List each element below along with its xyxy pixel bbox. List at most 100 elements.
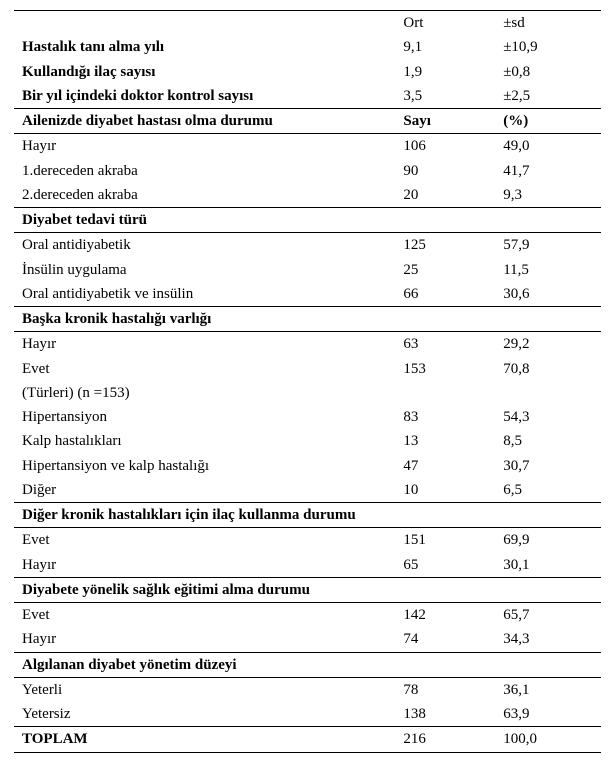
row-a: 66 xyxy=(401,282,501,307)
stat-row: Kullandığı ilaç sayısı 1,9 ±0,8 xyxy=(14,60,601,84)
table-row: (Türleri) (n =153) xyxy=(14,381,601,405)
row-label: Yeterli xyxy=(14,677,401,702)
row-b: 30,1 xyxy=(501,553,601,578)
row-b: 54,3 xyxy=(501,405,601,429)
table-row: Kalp hastalıkları 13 8,5 xyxy=(14,429,601,453)
stat-label: Hastalık tanı alma yılı xyxy=(14,35,401,59)
row-b: 36,1 xyxy=(501,677,601,702)
header-col2: Ort xyxy=(401,11,501,36)
row-a: 20 xyxy=(401,183,501,208)
section-title: Başka kronik hastalığı varlığı xyxy=(14,307,601,332)
stat-b: ±2,5 xyxy=(501,84,601,109)
row-b: 49,0 xyxy=(501,134,601,159)
row-b xyxy=(501,381,601,405)
stat-a: 9,1 xyxy=(401,35,501,59)
stat-a: 3,5 xyxy=(401,84,501,109)
row-a: 63 xyxy=(401,332,501,357)
row-label: Evet xyxy=(14,357,401,381)
row-label: Kalp hastalıkları xyxy=(14,429,401,453)
row-label: Evet xyxy=(14,603,401,628)
table-row: İnsülin uygulama 25 11,5 xyxy=(14,258,601,282)
row-b: 63,9 xyxy=(501,702,601,727)
table-row: Evet 142 65,7 xyxy=(14,603,601,628)
row-a xyxy=(401,381,501,405)
table-row: Oral antidiyabetik 125 57,9 xyxy=(14,233,601,258)
row-a: 142 xyxy=(401,603,501,628)
stat-a: 1,9 xyxy=(401,60,501,84)
row-b: 30,6 xyxy=(501,282,601,307)
section-title: Ailenizde diyabet hastası olma durumu xyxy=(14,109,401,134)
row-a: 106 xyxy=(401,134,501,159)
row-label: Hayır xyxy=(14,332,401,357)
row-a: 125 xyxy=(401,233,501,258)
table-row: Hipertansiyon 83 54,3 xyxy=(14,405,601,429)
table-row: Hipertansiyon ve kalp hastalığı 47 30,7 xyxy=(14,454,601,478)
row-a: 65 xyxy=(401,553,501,578)
section-header-chronic: Başka kronik hastalığı varlığı xyxy=(14,307,601,332)
table-row: Evet 151 69,9 xyxy=(14,528,601,553)
row-label: (Türleri) (n =153) xyxy=(14,381,401,405)
table-row: Yetersiz 138 63,9 xyxy=(14,702,601,727)
row-a: 78 xyxy=(401,677,501,702)
table-row: 1.dereceden akraba 90 41,7 xyxy=(14,159,601,183)
row-b: 30,7 xyxy=(501,454,601,478)
row-a: 10 xyxy=(401,478,501,503)
table-row: Hayır 63 29,2 xyxy=(14,332,601,357)
row-label: 2.dereceden akraba xyxy=(14,183,401,208)
table-row: Diğer 10 6,5 xyxy=(14,478,601,503)
table-row: 2.dereceden akraba 20 9,3 xyxy=(14,183,601,208)
row-a: 90 xyxy=(401,159,501,183)
row-label: Oral antidiyabetik ve insülin xyxy=(14,282,401,307)
row-a: 153 xyxy=(401,357,501,381)
section-title: Diğer kronik hastalıkları için ilaç kull… xyxy=(14,503,601,528)
row-b: 65,7 xyxy=(501,603,601,628)
row-b: 8,5 xyxy=(501,429,601,453)
row-b: 57,9 xyxy=(501,233,601,258)
row-label: Hipertansiyon xyxy=(14,405,401,429)
row-b: 69,9 xyxy=(501,528,601,553)
section-header-family: Ailenizde diyabet hastası olma durumu Sa… xyxy=(14,109,601,134)
row-b: 70,8 xyxy=(501,357,601,381)
total-b: 100,0 xyxy=(501,727,601,752)
table-row: Oral antidiyabetik ve insülin 66 30,6 xyxy=(14,282,601,307)
table-row: Yeterli 78 36,1 xyxy=(14,677,601,702)
row-label: Oral antidiyabetik xyxy=(14,233,401,258)
row-b: 41,7 xyxy=(501,159,601,183)
row-label: Hayır xyxy=(14,553,401,578)
total-label: TOPLAM xyxy=(14,727,401,752)
row-a: 25 xyxy=(401,258,501,282)
data-table: Ort ±sd Hastalık tanı alma yılı 9,1 ±10,… xyxy=(14,10,601,753)
section-header-edu: Diyabete yönelik sağlık eğitimi alma dur… xyxy=(14,577,601,602)
table-row: Evet 153 70,8 xyxy=(14,357,601,381)
row-b: 6,5 xyxy=(501,478,601,503)
row-label: Yetersiz xyxy=(14,702,401,727)
row-label: Evet xyxy=(14,528,401,553)
section-title: Diyabete yönelik sağlık eğitimi alma dur… xyxy=(14,577,601,602)
section-header-treatment: Diyabet tedavi türü xyxy=(14,208,601,233)
header-col3: ±sd xyxy=(501,11,601,36)
row-a: 151 xyxy=(401,528,501,553)
row-a: 138 xyxy=(401,702,501,727)
row-label: İnsülin uygulama xyxy=(14,258,401,282)
row-a: 83 xyxy=(401,405,501,429)
row-b: 29,2 xyxy=(501,332,601,357)
row-label: Diğer xyxy=(14,478,401,503)
section-title: Diyabet tedavi türü xyxy=(14,208,601,233)
total-a: 216 xyxy=(401,727,501,752)
row-label: Hayır xyxy=(14,134,401,159)
row-a: 47 xyxy=(401,454,501,478)
row-b: 11,5 xyxy=(501,258,601,282)
stat-b: ±0,8 xyxy=(501,60,601,84)
table-row: Hayır 65 30,1 xyxy=(14,553,601,578)
section-title: Algılanan diyabet yönetim düzeyi xyxy=(14,652,601,677)
row-label: Hipertansiyon ve kalp hastalığı xyxy=(14,454,401,478)
stat-label: Bir yıl içindeki doktor kontrol sayısı xyxy=(14,84,401,109)
row-b: 9,3 xyxy=(501,183,601,208)
stat-row: Hastalık tanı alma yılı 9,1 ±10,9 xyxy=(14,35,601,59)
row-a: 13 xyxy=(401,429,501,453)
section-header-othermed: Diğer kronik hastalıkları için ilaç kull… xyxy=(14,503,601,528)
table-row: Hayır 106 49,0 xyxy=(14,134,601,159)
total-row: TOPLAM 216 100,0 xyxy=(14,727,601,752)
section-header-mgmt: Algılanan diyabet yönetim düzeyi xyxy=(14,652,601,677)
header-row: Ort ±sd xyxy=(14,11,601,36)
